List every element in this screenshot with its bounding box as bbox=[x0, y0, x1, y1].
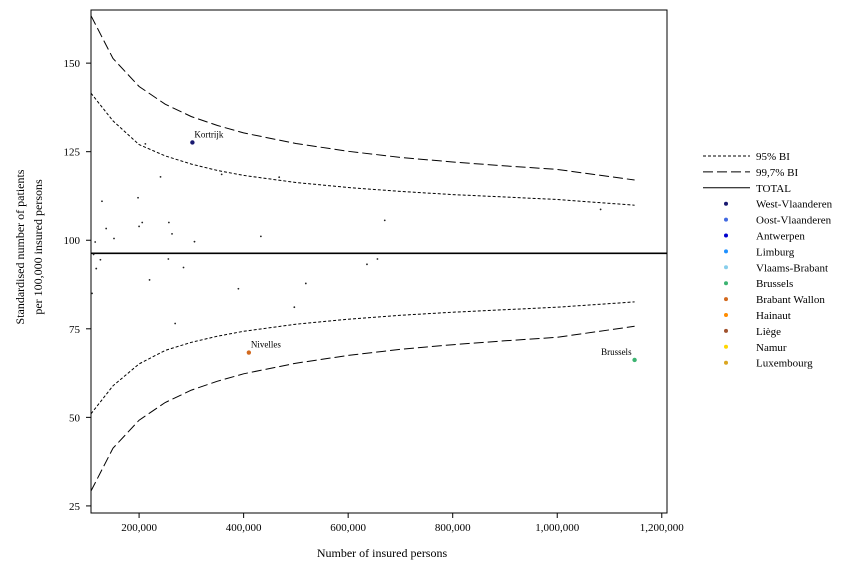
legend-label: Brabant Wallon bbox=[756, 294, 825, 306]
data-point bbox=[193, 240, 196, 243]
x-tick-label: 800,000 bbox=[435, 522, 471, 534]
data-point bbox=[599, 208, 602, 211]
data-point bbox=[174, 322, 177, 325]
x-axis-title: Number of insured persons bbox=[317, 546, 448, 560]
band-1-upper-line bbox=[90, 92, 635, 206]
legend-label: Luxembourg bbox=[756, 358, 813, 370]
legend-marker bbox=[724, 265, 728, 270]
legend-marker bbox=[724, 201, 728, 206]
legend-label: 95% BI bbox=[756, 151, 790, 163]
x-tick-label: 200,000 bbox=[121, 522, 157, 534]
data-point bbox=[259, 235, 262, 238]
data-point bbox=[113, 237, 115, 240]
data-point bbox=[220, 173, 223, 176]
annotations: Kortrijk Nivelles Brussels bbox=[194, 129, 632, 356]
data-point bbox=[167, 258, 170, 260]
point-label: Brussels bbox=[601, 347, 632, 357]
data-point bbox=[376, 258, 379, 260]
data-point bbox=[304, 282, 307, 285]
x-axis: 200,000 400,000 600,000 800,000 1,000,000 1,2… bbox=[121, 513, 684, 534]
data-point bbox=[101, 200, 103, 203]
data-point bbox=[92, 253, 95, 256]
data-point bbox=[293, 306, 296, 309]
legend-marker bbox=[724, 217, 728, 222]
legend-label: Oost-Vlaanderen bbox=[756, 215, 832, 227]
data-point bbox=[94, 241, 97, 243]
legend-marker bbox=[724, 249, 728, 254]
data-point bbox=[144, 142, 147, 145]
y-axis-title-line-2: per 100,000 insured persons bbox=[31, 179, 45, 315]
y-tick-label: 100 bbox=[64, 235, 81, 247]
y-axis: 25 50 75 100 125 150 bbox=[64, 58, 91, 513]
data-point bbox=[167, 221, 170, 224]
band-2-lower-line bbox=[90, 325, 635, 492]
legend-marker bbox=[724, 328, 728, 333]
x-tick-label: 1,000,000 bbox=[535, 522, 580, 534]
series-point-west-vlaanderen bbox=[190, 140, 195, 145]
data-point bbox=[366, 263, 368, 266]
data-point bbox=[95, 267, 98, 270]
data-point bbox=[383, 219, 386, 222]
band-1-lower-line bbox=[90, 301, 635, 415]
plot-frame bbox=[90, 9, 668, 514]
legend-marker bbox=[724, 233, 728, 238]
legend-marker bbox=[724, 297, 728, 302]
y-tick-label: 150 bbox=[64, 58, 81, 70]
data-point bbox=[159, 175, 162, 178]
data-point bbox=[182, 266, 185, 269]
data-points bbox=[91, 140, 637, 363]
point-label: Kortrijk bbox=[194, 129, 223, 139]
legend-label: Vlaams-Brabant bbox=[756, 262, 828, 274]
band-2-upper-line bbox=[90, 15, 635, 181]
legend-marker bbox=[724, 344, 728, 349]
confidence-bands bbox=[90, 15, 635, 492]
legend-marker bbox=[724, 281, 728, 286]
legend-label: Limburg bbox=[756, 246, 795, 258]
legend-label: Namur bbox=[756, 342, 787, 354]
data-point bbox=[99, 258, 102, 261]
data-point bbox=[278, 176, 281, 179]
x-tick-label: 600,000 bbox=[330, 522, 366, 534]
legend-label: West-Vlaanderen bbox=[756, 199, 833, 211]
data-point bbox=[105, 227, 108, 230]
data-point bbox=[237, 287, 240, 290]
legend-label: Liège bbox=[756, 326, 781, 338]
data-point bbox=[138, 225, 140, 228]
y-tick-label: 75 bbox=[69, 324, 81, 336]
legend-label: 99,7% BI bbox=[756, 167, 799, 179]
legend-marker bbox=[724, 360, 728, 365]
series-point-brussels bbox=[632, 357, 637, 363]
x-tick-label: 1,200,000 bbox=[640, 522, 685, 534]
y-tick-label: 125 bbox=[64, 147, 81, 159]
data-point bbox=[137, 196, 139, 199]
legend-marker bbox=[724, 313, 728, 317]
data-point bbox=[141, 221, 144, 224]
x-tick-label: 400,000 bbox=[226, 522, 262, 534]
legend-label: TOTAL bbox=[756, 183, 791, 195]
y-tick-label: 25 bbox=[69, 501, 81, 513]
data-point bbox=[171, 232, 173, 235]
legend-label: Brussels bbox=[756, 278, 793, 290]
y-tick-label: 50 bbox=[69, 412, 81, 424]
data-point bbox=[148, 279, 151, 281]
legend-label: Antwerpen bbox=[756, 231, 805, 243]
data-point bbox=[91, 292, 93, 295]
y-axis-title-line-1: Standardised number of patients bbox=[13, 169, 27, 324]
legend-label: Hainaut bbox=[756, 310, 791, 322]
legend: 95% BI 99,7% BI TOTAL West-Vlaanderen Oost-V… bbox=[703, 151, 833, 370]
point-label: Nivelles bbox=[251, 340, 281, 350]
series-point-brabant-wallon bbox=[246, 350, 252, 355]
